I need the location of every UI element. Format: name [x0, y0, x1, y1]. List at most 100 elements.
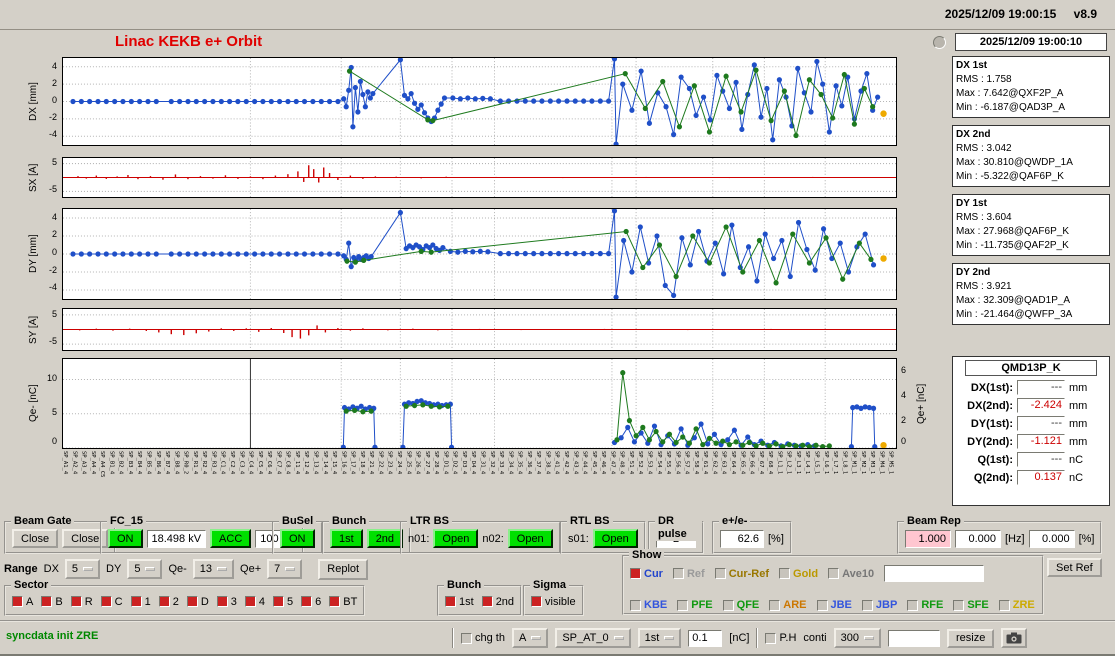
statusbar-entry[interactable] [888, 629, 940, 647]
overlay-checkbox-rfe[interactable] [907, 599, 919, 611]
dropdown-indicator [145, 567, 156, 571]
ref-entry[interactable] [884, 565, 985, 582]
overlay-checkbox-jbe[interactable] [816, 599, 828, 611]
sector-item-5[interactable]: 5 [273, 596, 293, 608]
qe-plot-canvas[interactable] [62, 358, 897, 449]
sector-label-r: R [84, 595, 93, 608]
beam-rep-set-value[interactable]: 1.000 [905, 529, 951, 548]
bunch-item-1st[interactable]: 1st [445, 596, 474, 608]
bunch-frame-bottom: Bunch 1st 2nd [437, 579, 523, 616]
sector-checkbox-3[interactable] [216, 596, 228, 607]
overlay-checkbox-jbp[interactable] [861, 599, 873, 611]
sector-checkbox-bt[interactable] [329, 596, 341, 607]
sector-item-b[interactable]: B [41, 596, 63, 608]
ltr-n02-open-button[interactable]: Open [507, 529, 553, 548]
stat-box-dy-2nd: DY 2nd RMS : 3.921 Max : 32.309@QAD1P_A Min… [952, 263, 1110, 325]
show-checkbox-gold[interactable] [779, 568, 791, 579]
sector-checkbox-c[interactable] [100, 596, 112, 607]
ytick-label: 5 [51, 308, 57, 319]
beam-gate-close-button-2[interactable]: Close [62, 529, 109, 548]
sector-item-1[interactable]: 1 [130, 596, 151, 608]
show-checkbox-cur[interactable] [630, 568, 641, 579]
sector-checkbox-2[interactable] [158, 596, 170, 607]
bpm-label: SP_33_4 [498, 451, 505, 475]
sigma-item-visible[interactable]: visible [531, 596, 576, 608]
sy-plot-canvas[interactable] [62, 308, 897, 351]
chg-th-checkbox[interactable] [461, 632, 472, 644]
bunch-menu-dropdown[interactable]: 1st [637, 628, 682, 648]
fc15-on-button[interactable]: ON [108, 529, 143, 548]
stat-title: DY 2nd [956, 267, 991, 278]
dropdown-value: 5 [71, 563, 79, 575]
bunch-checkbox-2nd[interactable] [481, 596, 493, 607]
sector-item-a[interactable]: A [12, 596, 33, 608]
chg-th-toggle[interactable]: chg th [461, 632, 505, 644]
sector-item-bt[interactable]: BT [329, 596, 357, 608]
bunch-2nd-button[interactable]: 2nd [366, 529, 404, 548]
range-dropdown-dy[interactable]: 5 [127, 559, 163, 579]
range-dropdown-qe[interactable]: 7 [267, 559, 303, 579]
dx-plot-canvas[interactable] [62, 57, 897, 146]
interval-dropdown[interactable]: 300 [833, 628, 881, 648]
monitor-select[interactable]: QMD13P_K [965, 360, 1097, 376]
threshold-input[interactable] [688, 629, 723, 647]
sigma-checkbox-visible[interactable] [531, 596, 542, 607]
sector-item-3[interactable]: 3 [216, 595, 237, 608]
sector-item-4[interactable]: 4 [244, 596, 265, 608]
bpm-label: SP_B7_4 [164, 451, 171, 475]
bpm-label: SP_12_4 [303, 451, 310, 475]
sector-item-2[interactable]: 2 [158, 596, 179, 608]
dy-plot-canvas[interactable] [62, 208, 897, 300]
sector-checkbox-d[interactable] [186, 596, 198, 607]
bunch-item-2nd[interactable]: 2nd [481, 596, 514, 608]
busel-on-button[interactable]: ON [280, 529, 315, 548]
sector-item-d[interactable]: D [186, 596, 209, 608]
qe-plus-axis-title: Qe+ [nC] [916, 383, 927, 424]
monitor-row-dx-2nd: DX(2nd): -2.424 mm [957, 398, 1105, 413]
sector-checkbox-4[interactable] [244, 596, 256, 607]
sector-checkbox-5[interactable] [273, 596, 285, 607]
sector-checkbox-a[interactable] [12, 596, 23, 607]
sector-menu-dropdown[interactable]: A [511, 628, 549, 648]
bpm-label: SP_21_4 [368, 451, 375, 475]
overlay-checkbox-zre[interactable] [998, 599, 1010, 611]
sector-checkbox-r[interactable] [70, 596, 82, 607]
monitor-row-unit: mm [1069, 417, 1088, 430]
ytick-right-label: 0 [901, 436, 907, 446]
rtl-s01-open-button[interactable]: Open [592, 529, 638, 548]
overlay-checkbox-sfe[interactable] [953, 599, 965, 611]
ph-toggle[interactable]: P.H [765, 632, 796, 644]
bunch-checkbox-1st[interactable] [445, 596, 456, 607]
resize-button[interactable]: resize [947, 628, 995, 648]
show-checkbox-ave10[interactable] [828, 568, 840, 579]
ytick-label: 2 [51, 229, 57, 240]
sector-checkbox-6[interactable] [301, 596, 313, 607]
sector-checkbox-1[interactable] [130, 596, 142, 607]
overlay-checkbox-kbe[interactable] [630, 599, 641, 611]
sector-item-r[interactable]: R [70, 595, 93, 608]
bpm-menu-dropdown[interactable]: SP_AT_0 [555, 628, 631, 648]
beam-gate-close-button-1[interactable]: Close [12, 529, 59, 548]
bunch-label-1st: 1st [459, 595, 474, 608]
sector-item-c[interactable]: C [100, 596, 123, 608]
fc15-acc-button[interactable]: ACC [210, 529, 252, 548]
replot-button[interactable]: Replot [318, 558, 369, 580]
ratio-frame: e+/e- 62.6 [%] [712, 515, 792, 554]
set-ref-button[interactable]: Set Ref [1047, 558, 1102, 577]
sector-checkbox-b[interactable] [41, 596, 53, 607]
bunch-1st-button[interactable]: 1st [330, 529, 363, 548]
range-dropdown-qe[interactable]: 13 [192, 559, 235, 579]
sx-plot-canvas[interactable] [62, 157, 897, 198]
sector-item-6[interactable]: 6 [301, 596, 321, 608]
show-checkbox-ref[interactable] [672, 568, 684, 579]
ph-checkbox[interactable] [765, 632, 777, 644]
overlay-item-kbe: KBE [630, 599, 667, 611]
overlay-checkbox-are[interactable] [769, 599, 781, 611]
sector-label-3: 3 [230, 595, 237, 608]
overlay-checkbox-pfe[interactable] [677, 599, 689, 611]
screenshot-button[interactable] [1001, 628, 1028, 648]
overlay-checkbox-qfe[interactable] [722, 599, 734, 611]
show-checkbox-cur-ref[interactable] [714, 568, 726, 579]
ltr-n01-open-button[interactable]: Open [433, 529, 479, 548]
range-dropdown-dx[interactable]: 5 [64, 559, 101, 579]
